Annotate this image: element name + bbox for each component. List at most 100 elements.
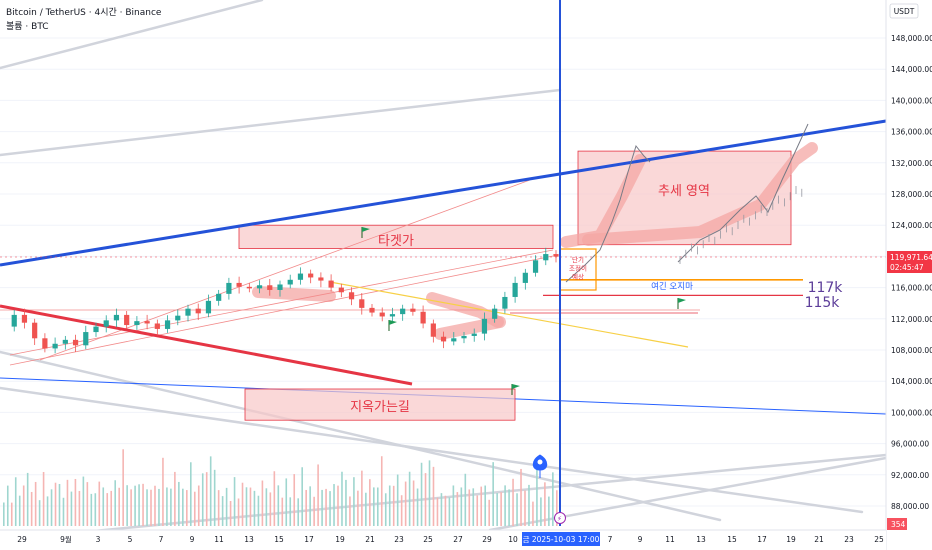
- flag-icon: [389, 320, 397, 325]
- hell-zone: [244, 388, 516, 421]
- level-117k-label: 117k: [808, 280, 844, 296]
- price-axis: [886, 0, 932, 550]
- price-tick-label: 112,000.00: [891, 315, 932, 324]
- volume-bar: [353, 477, 355, 526]
- volume-bar: [345, 479, 347, 526]
- volume-bar: [170, 488, 172, 526]
- volume-bar: [277, 485, 280, 526]
- volume-bar: [66, 479, 69, 526]
- volume-bar: [281, 497, 284, 526]
- volume-bar: [512, 478, 514, 526]
- candle-body: [103, 320, 109, 327]
- price-tick-label: 144,000.00: [891, 65, 932, 74]
- volume-bar: [138, 484, 140, 526]
- volume-bar: [102, 487, 105, 526]
- date-tick-label: 9: [190, 535, 195, 544]
- candle-body: [522, 272, 528, 283]
- candle-body: [62, 339, 68, 344]
- volume-bar: [233, 477, 236, 526]
- volume-bar: [62, 497, 65, 526]
- volume-bar: [420, 462, 423, 526]
- yellow-trendline: [329, 281, 689, 348]
- volume-bar: [253, 490, 256, 526]
- price-tick-label: 104,000.00: [891, 377, 932, 386]
- volume-bar: [365, 492, 367, 526]
- candle-body: [277, 284, 283, 290]
- candle-body: [52, 343, 58, 349]
- candle-body: [154, 323, 160, 329]
- volume-bar: [373, 487, 375, 526]
- candle-body: [297, 273, 304, 280]
- candle-body: [32, 322, 38, 339]
- date-axis: [0, 530, 886, 550]
- gray-trendline-1: [0, 88, 562, 157]
- date-tick-label: 23: [844, 535, 854, 544]
- gray-trendline-3: [0, 386, 864, 514]
- candle-body: [134, 321, 140, 326]
- candle-body: [256, 285, 263, 289]
- date-tick-label: 7: [159, 535, 164, 544]
- volume-bar: [460, 487, 463, 526]
- volume-bar: [321, 489, 323, 526]
- volume-bar: [10, 502, 13, 526]
- volume-bar: [552, 472, 554, 526]
- blue-resistance-trendline: [0, 119, 887, 267]
- volume-bar: [217, 490, 220, 526]
- volume-bar: [456, 492, 459, 526]
- candle-body: [144, 321, 150, 324]
- volume-bar: [46, 496, 49, 526]
- volume-bar: [193, 491, 196, 526]
- volume-bar: [269, 492, 272, 526]
- volume-bar: [432, 466, 435, 526]
- date-tick-label: 21: [365, 535, 375, 544]
- volume-bar: [400, 495, 403, 526]
- short-term-label: 예상: [572, 272, 584, 281]
- volume-bar: [158, 488, 160, 526]
- date-tick-label: 15: [274, 535, 284, 544]
- candle-body: [164, 320, 171, 329]
- candle-body: [21, 314, 28, 323]
- volume-bar: [18, 495, 21, 526]
- candle-body: [318, 277, 324, 281]
- volume-bar: [349, 496, 351, 526]
- volume-bar: [150, 489, 152, 526]
- candle-body: [553, 254, 559, 257]
- candle-body: [72, 339, 79, 346]
- volume-bar: [488, 499, 490, 526]
- volume-bar: [436, 497, 439, 526]
- candle-body: [328, 280, 334, 288]
- volume-bar: [293, 474, 296, 526]
- volume-bar: [245, 487, 248, 526]
- volume-bar: [416, 488, 419, 526]
- volume-bar: [428, 460, 431, 526]
- volume-bar: [70, 491, 73, 526]
- date-tick-label: 7: [608, 535, 613, 544]
- volume-bar: [508, 489, 510, 526]
- crosshair-date-label: 금 2025-10-03 17:00: [523, 535, 600, 544]
- lightning-glyph: ⚡: [557, 515, 562, 523]
- volume-title[interactable]: 볼륨 · BTC: [6, 22, 49, 32]
- price-tick-label: 124,000.00: [891, 221, 932, 230]
- volume-bar: [305, 489, 307, 526]
- volume-bar: [333, 484, 335, 526]
- volume-bar: [166, 487, 168, 526]
- volume-bar: [484, 485, 487, 526]
- volume-bar: [34, 481, 37, 526]
- date-tick-label: 15: [727, 535, 737, 544]
- volume-bar: [329, 491, 331, 526]
- symbol-title[interactable]: Bitcoin / TetherUS · 4시간 · Binance: [6, 8, 162, 18]
- volume-bar: [384, 493, 387, 526]
- volume-bar: [309, 486, 311, 526]
- volume-bar: [174, 471, 176, 526]
- volume-bar: [3, 502, 5, 526]
- volume-bar: [122, 449, 124, 526]
- volume-bar: [74, 478, 77, 526]
- volume-bar: [38, 500, 41, 526]
- candle-body: [481, 318, 488, 334]
- price-tick-label: 108,000.00: [891, 346, 932, 355]
- hell-label: 지옥가는길: [350, 400, 410, 415]
- red-descending-trendline: [0, 304, 413, 386]
- volume-bar: [201, 473, 204, 526]
- candle-body: [389, 314, 396, 317]
